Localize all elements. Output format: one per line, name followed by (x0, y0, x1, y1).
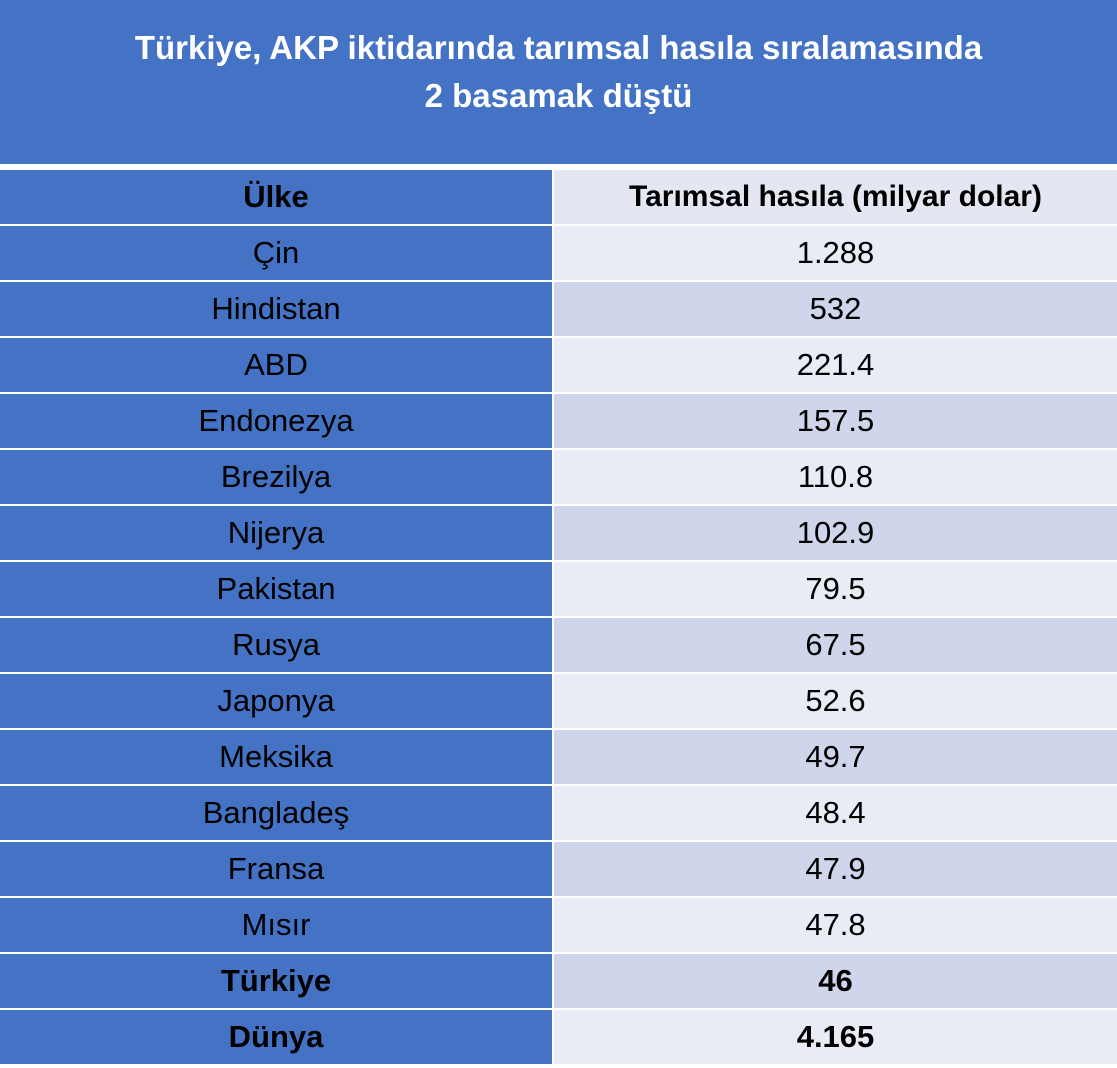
country-cell: Brezilya (0, 448, 554, 506)
table-row: Mısır 47.8 (0, 896, 1117, 954)
country-cell: Mısır (0, 896, 554, 954)
country-cell: Bangladeş (0, 784, 554, 842)
country-cell: Dünya (0, 1008, 554, 1066)
value-cell: 52.6 (552, 672, 1117, 730)
table-row: Endonezya 157.5 (0, 392, 1117, 450)
country-cell: Çin (0, 224, 554, 282)
value-cell: 49.7 (552, 728, 1117, 786)
country-cell: Japonya (0, 672, 554, 730)
value-cell: 1.288 (552, 224, 1117, 282)
column-header: Ülke (0, 168, 554, 226)
table-row: Dünya 4.165 (0, 1008, 1117, 1066)
table-row: Brezilya 110.8 (0, 448, 1117, 506)
value-cell: 48.4 (552, 784, 1117, 842)
title-line: 2 basamak düştü (424, 77, 693, 114)
value-cell: 4.165 (552, 1008, 1117, 1066)
table-row: Fransa 47.9 (0, 840, 1117, 898)
country-cell: Fransa (0, 840, 554, 898)
value-cell: 46 (552, 952, 1117, 1010)
table-row: Hindistan 532 (0, 280, 1117, 338)
country-cell: Pakistan (0, 560, 554, 618)
value-cell: 47.9 (552, 840, 1117, 898)
column-header: Tarımsal hasıla (milyar dolar) (552, 168, 1117, 226)
value-cell: 532 (552, 280, 1117, 338)
table-row: Pakistan 79.5 (0, 560, 1117, 618)
table-row: ABD 221.4 (0, 336, 1117, 394)
value-cell: 157.5 (552, 392, 1117, 450)
value-cell: 102.9 (552, 504, 1117, 562)
country-cell: Hindistan (0, 280, 554, 338)
header-row: Ülke Tarımsal hasıla (milyar dolar) (0, 168, 1117, 226)
table-row: Bangladeş 48.4 (0, 784, 1117, 842)
country-cell: ABD (0, 336, 554, 394)
country-cell: Meksika (0, 728, 554, 786)
table-row: Çin 1.288 (0, 224, 1117, 282)
country-cell: Endonezya (0, 392, 554, 450)
value-cell: 110.8 (552, 448, 1117, 506)
title-banner: Türkiye, AKP iktidarında tarımsal hasıla… (0, 0, 1117, 168)
table-row: Rusya 67.5 (0, 616, 1117, 674)
country-cell: Nijerya (0, 504, 554, 562)
value-cell: 221.4 (552, 336, 1117, 394)
title-line: Türkiye, AKP iktidarında tarımsal hasıla… (134, 29, 983, 66)
value-cell: 67.5 (552, 616, 1117, 674)
data-table: Ülke Tarımsal hasıla (milyar dolar) Çin 1… (0, 168, 1117, 1066)
country-cell: Rusya (0, 616, 554, 674)
value-cell: 79.5 (552, 560, 1117, 618)
table-row: Meksika 49.7 (0, 728, 1117, 786)
value-cell: 47.8 (552, 896, 1117, 954)
table-row: Türkiye 46 (0, 952, 1117, 1010)
country-cell: Türkiye (0, 952, 554, 1010)
table-row: Nijerya 102.9 (0, 504, 1117, 562)
table-row: Japonya 52.6 (0, 672, 1117, 730)
